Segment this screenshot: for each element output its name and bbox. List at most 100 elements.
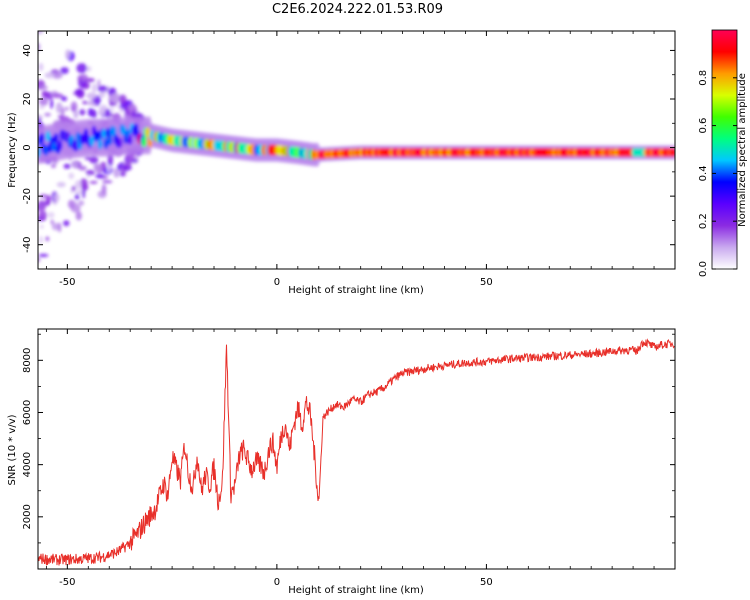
heatmap-cell bbox=[55, 102, 63, 114]
heatmap-cells bbox=[38, 31, 675, 263]
snr-ylabel: SNR (10 * v/v) bbox=[7, 414, 18, 485]
heatmap-cell bbox=[45, 236, 50, 242]
heatmap-cell bbox=[78, 165, 87, 171]
heatmap-cell bbox=[52, 93, 64, 99]
heatmap-cell bbox=[91, 83, 97, 93]
heatmap-cell bbox=[97, 138, 103, 150]
heatmap-cell bbox=[82, 188, 86, 199]
x-tick-label: 50 bbox=[480, 277, 493, 288]
colorbar-tick-label: 0.8 bbox=[698, 70, 709, 86]
heatmap-cell bbox=[113, 168, 120, 178]
snr-frame bbox=[37, 328, 676, 570]
heatmap-cell bbox=[50, 98, 54, 109]
heatmap-cell bbox=[101, 184, 107, 195]
heatmap-cell bbox=[44, 112, 51, 117]
y-tick-label: 20 bbox=[22, 93, 33, 106]
figure-title: C2E6.2024.222.01.53.R09 bbox=[271, 2, 444, 17]
heatmap-cell bbox=[38, 31, 44, 35]
heatmap-cell bbox=[82, 100, 88, 105]
spectrogram-ylabel: Frequency (Hz) bbox=[7, 112, 18, 188]
y-tick-label: -20 bbox=[22, 188, 33, 204]
heatmap-cell bbox=[53, 193, 60, 203]
heatmap-cell bbox=[131, 159, 139, 163]
colorbar-label: Normalized spectral amplitude bbox=[737, 73, 748, 227]
heatmap-cell bbox=[39, 132, 45, 144]
y-tick-label: 6000 bbox=[22, 400, 33, 425]
heatmap-cell bbox=[110, 105, 115, 114]
heatmap-cell bbox=[39, 193, 48, 198]
heatmap-cell bbox=[44, 72, 55, 79]
spectrogram-panel: -50 0 50 40 20 0 -20 -40 Height of straight lin… bbox=[7, 30, 676, 296]
heatmap-cell bbox=[671, 148, 675, 157]
heatmap-cell bbox=[53, 133, 59, 144]
heatmap-cell bbox=[134, 154, 139, 161]
heatmap-cell bbox=[107, 153, 114, 164]
snr-panel: -50 0 50 8000 6000 4000 2000 Height of straigh… bbox=[7, 328, 676, 596]
heatmap-cell bbox=[38, 97, 49, 106]
heatmap-cell bbox=[38, 42, 41, 52]
heatmap-cell bbox=[86, 92, 97, 100]
heatmap-cell bbox=[117, 137, 123, 149]
heatmap-cell bbox=[38, 105, 45, 110]
heatmap-cell bbox=[38, 257, 41, 263]
heatmap-cell bbox=[111, 126, 117, 137]
heatmap-cell bbox=[95, 173, 105, 179]
heatmap-cell bbox=[126, 109, 131, 117]
heatmap-cell bbox=[71, 185, 76, 192]
colorbar-tick-label: 0.4 bbox=[698, 165, 709, 181]
heatmap-cell bbox=[141, 136, 147, 148]
y-tick-label: 4000 bbox=[22, 452, 33, 477]
heatmap-cell bbox=[60, 96, 68, 102]
heatmap-cell bbox=[38, 147, 41, 158]
heatmap-cell bbox=[93, 163, 100, 171]
heatmap-cell bbox=[38, 210, 47, 221]
heatmap-cell bbox=[38, 62, 44, 72]
heatmap-cell bbox=[102, 180, 113, 184]
heatmap-cell bbox=[75, 211, 82, 221]
heatmap-cell bbox=[79, 109, 86, 116]
y-tick-label: -40 bbox=[22, 237, 33, 253]
heatmap-cell bbox=[119, 171, 126, 177]
heatmap-cell bbox=[107, 134, 113, 146]
heatmap-cell bbox=[50, 219, 54, 225]
heatmap-cell bbox=[57, 114, 65, 119]
heatmap-cell bbox=[97, 85, 108, 92]
heatmap-cell bbox=[104, 108, 111, 118]
x-tick-label: 50 bbox=[480, 577, 493, 588]
heatmap-cell bbox=[89, 180, 98, 184]
heatmap-cell bbox=[39, 235, 43, 244]
heatmap-cell bbox=[85, 78, 95, 83]
heatmap-cell bbox=[97, 79, 101, 89]
spectrogram-xlabel: Height of straight line (km) bbox=[288, 285, 424, 296]
heatmap-cell bbox=[74, 180, 82, 190]
heatmap-cell bbox=[38, 253, 49, 258]
y-tick-label: 8000 bbox=[22, 348, 33, 373]
heatmap-cell bbox=[89, 135, 95, 147]
heatmap-cell bbox=[68, 172, 75, 180]
y-tick-label: 40 bbox=[22, 44, 33, 57]
colorbar-tick-label: 0.0 bbox=[698, 261, 709, 277]
heatmap-cell bbox=[60, 67, 69, 75]
snr-line-layer bbox=[38, 338, 675, 567]
heatmap-cell bbox=[43, 145, 49, 156]
x-tick-label: 0 bbox=[274, 277, 280, 288]
heatmap-cell bbox=[127, 134, 133, 146]
x-tick-label: -50 bbox=[59, 277, 75, 288]
heatmap-cell bbox=[47, 212, 55, 219]
spectrogram-ticks: -50 0 50 40 20 0 -20 -40 bbox=[22, 31, 676, 288]
heatmap-cell bbox=[63, 220, 70, 227]
heatmap-cell bbox=[89, 156, 99, 164]
heatmap-cell bbox=[98, 92, 106, 98]
heatmap-cell bbox=[57, 140, 63, 151]
heatmap-cell bbox=[76, 63, 88, 74]
heatmap-cell bbox=[57, 222, 62, 233]
heatmap-cell bbox=[74, 193, 80, 200]
heatmap-cell bbox=[91, 109, 97, 119]
heatmap-cell bbox=[103, 138, 109, 149]
heatmap-cell bbox=[70, 101, 78, 113]
heatmap-cell bbox=[80, 178, 88, 188]
colorbar-tick-label: 0.2 bbox=[698, 213, 709, 229]
heatmap-cell bbox=[38, 118, 42, 123]
heatmap-cell bbox=[45, 194, 51, 206]
